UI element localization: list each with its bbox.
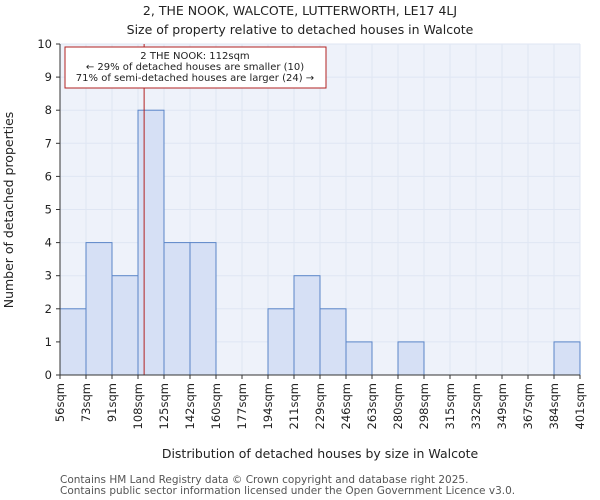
x-tick-label: 298sqm [417,383,431,429]
bar [319,308,347,376]
bar [267,308,295,376]
x-tick-label: 280sqm [391,383,405,429]
footer-line-2: Contains public sector information licen… [60,485,516,497]
chart-subtitle: Size of property relative to detached ho… [126,22,474,37]
x-tick-label: 194sqm [261,383,275,429]
bar [137,109,165,376]
bar [293,275,321,376]
x-tick-label: 246sqm [339,383,353,429]
x-tick-label: 125sqm [157,383,171,429]
y-tick-label: 1 [45,335,52,349]
bar [189,242,217,376]
x-tick-label: 73sqm [79,383,93,422]
x-tick-label: 211sqm [287,383,301,429]
x-tick-label: 56sqm [53,383,67,422]
y-tick-label: 4 [45,236,52,250]
x-tick-label: 142sqm [183,383,197,429]
y-tick-label: 6 [45,169,52,183]
footer-line-1: Contains HM Land Registry data © Crown c… [60,474,469,486]
x-tick-label: 91sqm [105,383,119,422]
annotation-line-1: 2 THE NOOK: 112sqm [140,51,249,62]
y-tick-label: 5 [45,203,52,217]
marker-annotation: 2 THE NOOK: 112sqm ← 29% of detached hou… [64,46,327,89]
x-tick-label: 177sqm [235,383,249,429]
bar [59,308,87,376]
y-tick-label: 2 [45,302,52,316]
x-tick-label: 367sqm [521,383,535,429]
bar [345,341,373,376]
bars-layer [59,109,581,376]
x-tick-label: 401sqm [573,383,587,429]
bar [85,242,113,376]
x-tick-label: 108sqm [131,383,145,429]
y-tick-label: 10 [37,37,52,51]
bar [553,341,581,376]
bar [397,341,425,376]
x-tick-label: 349sqm [495,383,509,429]
x-tick-label: 229sqm [313,383,327,429]
x-axis-label: Distribution of detached houses by size … [162,446,479,461]
annotation-box [64,46,327,89]
annotation-line-3: 71% of semi-detached houses are larger (… [76,73,314,84]
bar [111,275,139,376]
x-tick-label: 315sqm [443,383,457,429]
y-tick-label: 7 [45,136,52,150]
y-tick-label: 0 [45,368,52,382]
annotation-line-2: ← 29% of detached houses are smaller (10… [86,62,304,73]
bar [163,242,191,376]
y-tick-label: 3 [45,269,52,283]
y-tick-label: 9 [45,70,52,84]
axis-layer: 0 1 2 3 4 5 6 7 8 9 10 56sqm 73sqm 91sqm 108sqm 125sqm 1… [37,37,587,429]
x-tick-label: 160sqm [209,383,223,429]
x-tick-label: 263sqm [365,383,379,429]
chart-title: 2, THE NOOK, WALCOTE, LUTTERWORTH, LE17 … [142,3,458,18]
x-tick-label: 332sqm [469,383,483,429]
y-tick-label: 8 [45,103,52,117]
y-axis-label: Number of detached properties [1,112,16,309]
x-tick-label: 384sqm [547,383,561,429]
